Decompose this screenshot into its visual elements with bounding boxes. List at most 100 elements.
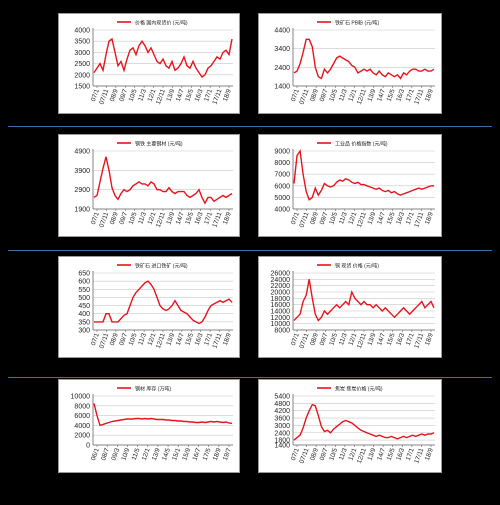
y-tick-label: 8000	[274, 328, 290, 335]
y-tick-label: 2900	[74, 187, 90, 194]
y-tick-label: 10000	[71, 394, 91, 401]
x-tick-label: 12/1	[347, 211, 358, 226]
row-separator	[8, 126, 492, 127]
x-tick-label: 15/5	[184, 211, 195, 226]
x-tick-label: 06/1	[90, 447, 101, 462]
row-separator	[8, 250, 492, 251]
x-tick-label: 18/9	[222, 88, 233, 103]
x-tick-label: 11/3	[137, 332, 148, 346]
chart-title: 钢铁 主要钢材 (元/吨)	[135, 141, 183, 148]
chart-svg-8: 焦炭 焦炭价格 (元/吨) 540048004200360030002400180…	[274, 386, 435, 465]
x-tick-label: 16/3	[194, 211, 205, 226]
y-tick-label: 12000	[271, 315, 291, 322]
x-tick-label: 16/3	[194, 88, 205, 103]
x-tick-label: 13/9	[165, 332, 176, 347]
x-tick-label: 08/7	[100, 447, 111, 462]
x-tick-label: 07/1	[290, 211, 301, 226]
y-tick-label: 2400	[274, 430, 290, 437]
y-tick-label: 3000	[274, 423, 290, 430]
x-tick-label: 14/7	[175, 88, 186, 103]
y-tick-label: 0	[86, 443, 90, 450]
x-tick-label: 10/5	[328, 211, 339, 226]
x-tick-label: 15/5	[386, 211, 397, 226]
y-tick-label: 3900	[74, 168, 90, 175]
y-tick-label: 3400	[274, 46, 290, 53]
x-tick-label: 13/9	[165, 88, 176, 103]
series-line	[93, 37, 233, 78]
x-tick-label: 19/7	[222, 447, 233, 462]
y-tick-label: 26000	[271, 271, 291, 278]
chart-title: 价格 国内现货价 (元/吨)	[135, 20, 188, 27]
x-tick-label: 07/1	[90, 88, 101, 103]
chart-title: 焦炭 焦炭价格 (元/吨)	[335, 386, 383, 393]
chart-title: 铁矿石 PB粉 (元/吨)	[335, 20, 380, 27]
x-tick-label: 08/9	[309, 332, 320, 347]
chart-title: 钢材 库存 (万吨)	[135, 386, 171, 393]
y-tick-label: 1400	[274, 443, 290, 450]
x-tick-label: 08/9	[309, 447, 320, 462]
x-tick-label: 16/7	[192, 447, 203, 462]
x-tick-label: 15/5	[386, 447, 397, 462]
x-tick-label: 07/1	[90, 211, 101, 226]
x-tick-label: 07/1	[290, 88, 301, 103]
x-tick-label: 18/9	[212, 447, 223, 462]
x-tick-label: 11/3	[338, 88, 349, 102]
x-tick-label: 17/1	[405, 211, 416, 226]
series-line	[94, 280, 233, 325]
y-tick-label: 3600	[274, 416, 290, 423]
x-tick-label: 18/9	[424, 88, 435, 103]
x-tick-label: 10/9	[120, 447, 131, 462]
y-tick-label: 350	[78, 319, 90, 326]
y-tick-label: 3000	[74, 50, 90, 57]
y-tick-label: 650	[78, 271, 90, 278]
y-tick-label: 4000	[74, 423, 90, 430]
y-tick-label: 8000	[274, 160, 290, 167]
y-tick-label: 14000	[271, 309, 291, 316]
x-tick-label: 11/3	[338, 447, 349, 461]
x-tick-label: 10/5	[128, 88, 139, 103]
x-tick-label: 17/1	[203, 211, 214, 226]
x-tick-label: 16/3	[395, 332, 406, 347]
chart-panel-8: 焦炭 焦炭价格 (元/吨) 5400 4800 4200 3600 3000 2400 180…	[258, 379, 442, 473]
y-tick-label: 4800	[274, 401, 290, 408]
y-tick-label: 400	[78, 311, 90, 318]
series-line	[93, 156, 233, 205]
x-tick-label: 15/5	[386, 332, 397, 347]
x-tick-label: 18/9	[222, 211, 233, 226]
x-tick-label: 13/9	[151, 447, 162, 462]
x-tick-label: 14/7	[376, 211, 387, 226]
y-tick-label: 1400	[274, 84, 290, 91]
y-tick-label: 550	[78, 287, 90, 294]
chart-title: 铁矿石 进口铁矿 (元/吨)	[135, 263, 188, 270]
chart-panel-3: 钢铁 主要钢材 (元/吨) 4900 3900 2900 1900 07/1 07/11 08…	[58, 134, 240, 237]
x-tick-label: 10/5	[328, 447, 339, 462]
series-line	[293, 279, 435, 322]
y-tick-label: 4900	[74, 149, 90, 156]
chart-svg-2: 铁矿石 PB粉 (元/吨)440034002400140007/107/1108…	[274, 20, 435, 106]
x-tick-label: 08/9	[309, 88, 320, 103]
chart-title: 工业品 价格指数 (元/吨)	[335, 141, 388, 148]
chart-panel-7: 钢材 库存 (万吨) 10000 8000 6000 4000 2000 0 06/1 08/7…	[58, 379, 240, 473]
y-tick-label: 450	[78, 303, 90, 310]
chart-svg-6: 铜 现货 价格 (元/吨)260002400022000200001800016…	[271, 263, 435, 350]
x-tick-label: 14/7	[175, 211, 186, 226]
x-tick-label: 17/1	[203, 332, 214, 347]
x-tick-label: 14/7	[376, 447, 387, 462]
x-tick-label: 09/7	[319, 211, 330, 226]
x-tick-label: 11/3	[338, 211, 349, 225]
x-tick-label: 12/1	[147, 211, 158, 226]
y-tick-label: 1900	[74, 207, 90, 214]
chart-panel-1: 价格 国内现货价 (元/吨) 4000 3500 3000 2500 2000 1500 07…	[58, 13, 240, 114]
chart-panel-6: 铜 现货 价格 (元/吨) 26000 24000 22000 20000 18000 16…	[258, 256, 442, 358]
x-tick-label: 07/1	[290, 447, 301, 462]
x-tick-label: 09/7	[118, 88, 129, 103]
x-tick-label: 09/3	[110, 447, 121, 462]
x-tick-label: 15/1	[171, 447, 182, 462]
x-tick-label: 15/5	[184, 332, 195, 347]
x-tick-label: 15/9	[181, 447, 192, 462]
series-line	[293, 149, 434, 201]
x-tick-label: 13/9	[367, 211, 378, 226]
x-tick-label: 12/1	[147, 332, 158, 347]
